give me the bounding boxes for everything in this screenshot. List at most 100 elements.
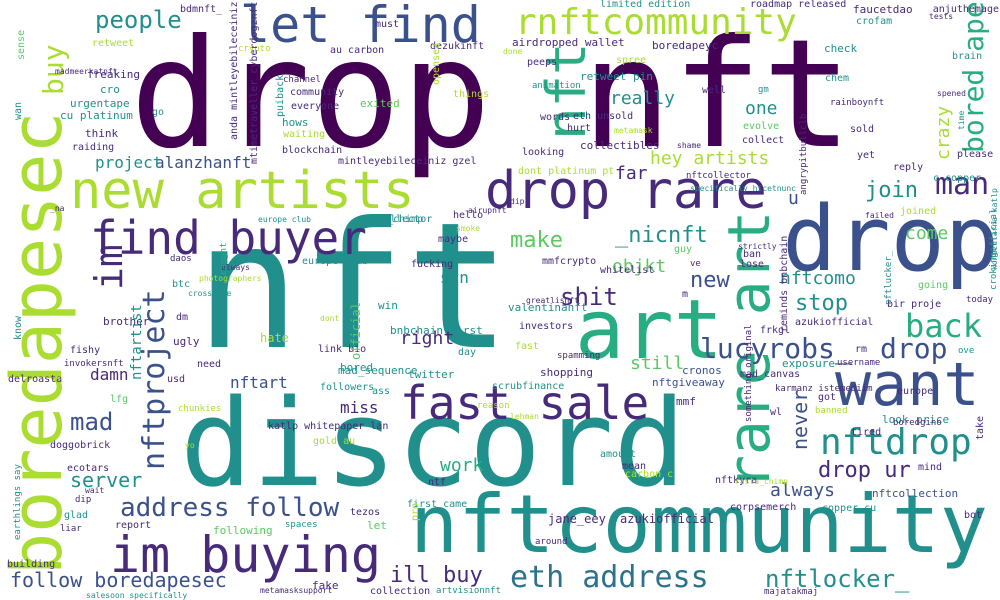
word-mmf: mmf	[676, 395, 696, 408]
word-investors: investors	[519, 321, 574, 332]
word-c-copper: c copper	[933, 173, 982, 184]
word-airdropped-wallet: airdropped wallet	[512, 36, 625, 49]
word-frkgl: frkgl	[760, 325, 791, 336]
word-one: one	[745, 98, 778, 119]
word-check: check	[824, 42, 858, 55]
word-far: far	[615, 163, 648, 184]
word-nftlocker: nftlocker_	[765, 565, 910, 593]
word-invokersnft: invokersnft	[64, 359, 124, 369]
word-fast: fast	[515, 341, 540, 352]
word-collect: collect	[742, 135, 785, 146]
word-bored: bored	[340, 361, 374, 374]
word-need: need	[197, 359, 222, 370]
word-sense: sense	[16, 29, 27, 60]
word-miss: miss	[340, 398, 379, 417]
word-reply: reply	[893, 162, 924, 173]
word-u: u	[788, 188, 799, 209]
word-nftcomo: nftcomo	[780, 268, 856, 289]
word-fucking: fucking	[411, 259, 454, 270]
word-join: join	[865, 178, 918, 203]
word-nftcollector: nftcollector	[686, 171, 752, 181]
word-drop: drop	[782, 187, 999, 292]
word-nicnft: _nicnft	[615, 223, 708, 248]
word-followers: followers	[320, 382, 375, 393]
word-yet: yet	[857, 150, 876, 161]
word-lehman: lehman	[510, 412, 539, 421]
word-want: want	[835, 350, 980, 420]
word-faucetdao: faucetdao	[853, 3, 913, 16]
word-bnbchain-first: bnbchain first	[390, 324, 483, 337]
word-always: always	[770, 480, 836, 501]
word-freaking: freaking	[87, 68, 140, 81]
word-guy: guy	[674, 244, 693, 255]
word-retweet-pin: retweet pin	[580, 70, 653, 83]
word-metamask: metamask	[614, 126, 653, 135]
word-spree: spree	[616, 55, 647, 66]
word-metamasksupport: metamasksupport	[260, 586, 333, 595]
word-time: time	[957, 110, 966, 130]
word-mean: mean	[622, 461, 647, 472]
word-fishy: fishy	[70, 345, 101, 356]
word-crazy: crazy	[933, 105, 954, 160]
word-words: words	[540, 112, 571, 123]
word-nftart: nftart	[230, 373, 288, 392]
word-karmanz-istemediim: karmanz istemediim	[775, 384, 873, 394]
word-dezukinft: dezukinft	[430, 41, 485, 52]
word-nftcollector: nftcollector	[360, 214, 433, 225]
word-mind: mind	[918, 462, 943, 473]
word-pro: pro	[410, 502, 421, 521]
word-take: take	[975, 415, 986, 440]
word-crofam: crofam	[856, 16, 893, 27]
word-boredgino: boredgino	[893, 418, 942, 428]
word-opensea: opensea	[431, 42, 442, 85]
word-drop-nft: drop nft	[130, 8, 853, 182]
word-looking: looking	[522, 147, 565, 158]
word-mintleyebileceiniz-gzel: mintleyebileceiniz gzel	[338, 156, 477, 167]
word-ban: ban	[743, 249, 762, 260]
word-rasta-chimp: rasta_chimp	[357, 214, 424, 225]
word-bdmnft: bdmnft_	[180, 4, 223, 15]
word-shame: shame	[677, 141, 702, 150]
word-amount: amount	[600, 449, 637, 460]
word-daos: daos	[170, 254, 192, 264]
word-nftkyra: nftkyra	[715, 475, 758, 486]
word-boredapeyc: boredapeyc	[652, 39, 719, 52]
word-project: project	[95, 153, 163, 172]
word-first-came: first came	[407, 499, 468, 510]
word-banned: banned	[815, 406, 848, 416]
word-angrypitbullclb: angrypitbullclb	[799, 113, 809, 195]
word-svn: svn	[440, 268, 469, 287]
word-something-original: something original	[744, 324, 754, 422]
word-today: today	[966, 295, 994, 305]
word-still: still	[630, 353, 685, 374]
word-joined: joined	[900, 206, 937, 217]
word-hows: hows	[282, 116, 309, 129]
word-reminds-bnbchain: reminds bnbchain	[779, 235, 790, 332]
word-lucyrobs: lucyrobs_	[700, 332, 852, 365]
word-glad: glad	[64, 510, 89, 521]
word-jane-eey: jane_eey	[548, 512, 606, 526]
word-think: think	[85, 127, 119, 140]
word-community: community	[290, 87, 345, 98]
word-liar: liar	[60, 524, 82, 534]
word-art: art	[575, 283, 724, 378]
word-mad-sequence: mad_sequence	[338, 364, 418, 377]
word-whitelist: whitelist	[600, 265, 655, 276]
word-exited: exited	[360, 97, 400, 110]
word-never: never	[788, 389, 812, 450]
word-greatlisnft: greatlisnft	[526, 296, 579, 305]
word-ass: ass	[372, 386, 391, 397]
word-spamming: spamming	[557, 351, 601, 361]
word-m: m	[682, 289, 689, 300]
word-go: go	[152, 107, 165, 118]
word-mmfcrypto: mmfcrypto	[542, 256, 597, 267]
word-shopping: shopping	[540, 366, 593, 379]
word-brain: brain	[952, 51, 983, 62]
word-hate: hate	[260, 331, 289, 345]
word-ugly: ugly	[173, 335, 200, 348]
word-rm: rm	[855, 344, 868, 355]
word-cro: cro	[100, 83, 120, 96]
word-well: well	[702, 85, 727, 96]
word-done: done	[503, 47, 523, 56]
word-im: im	[87, 244, 131, 290]
